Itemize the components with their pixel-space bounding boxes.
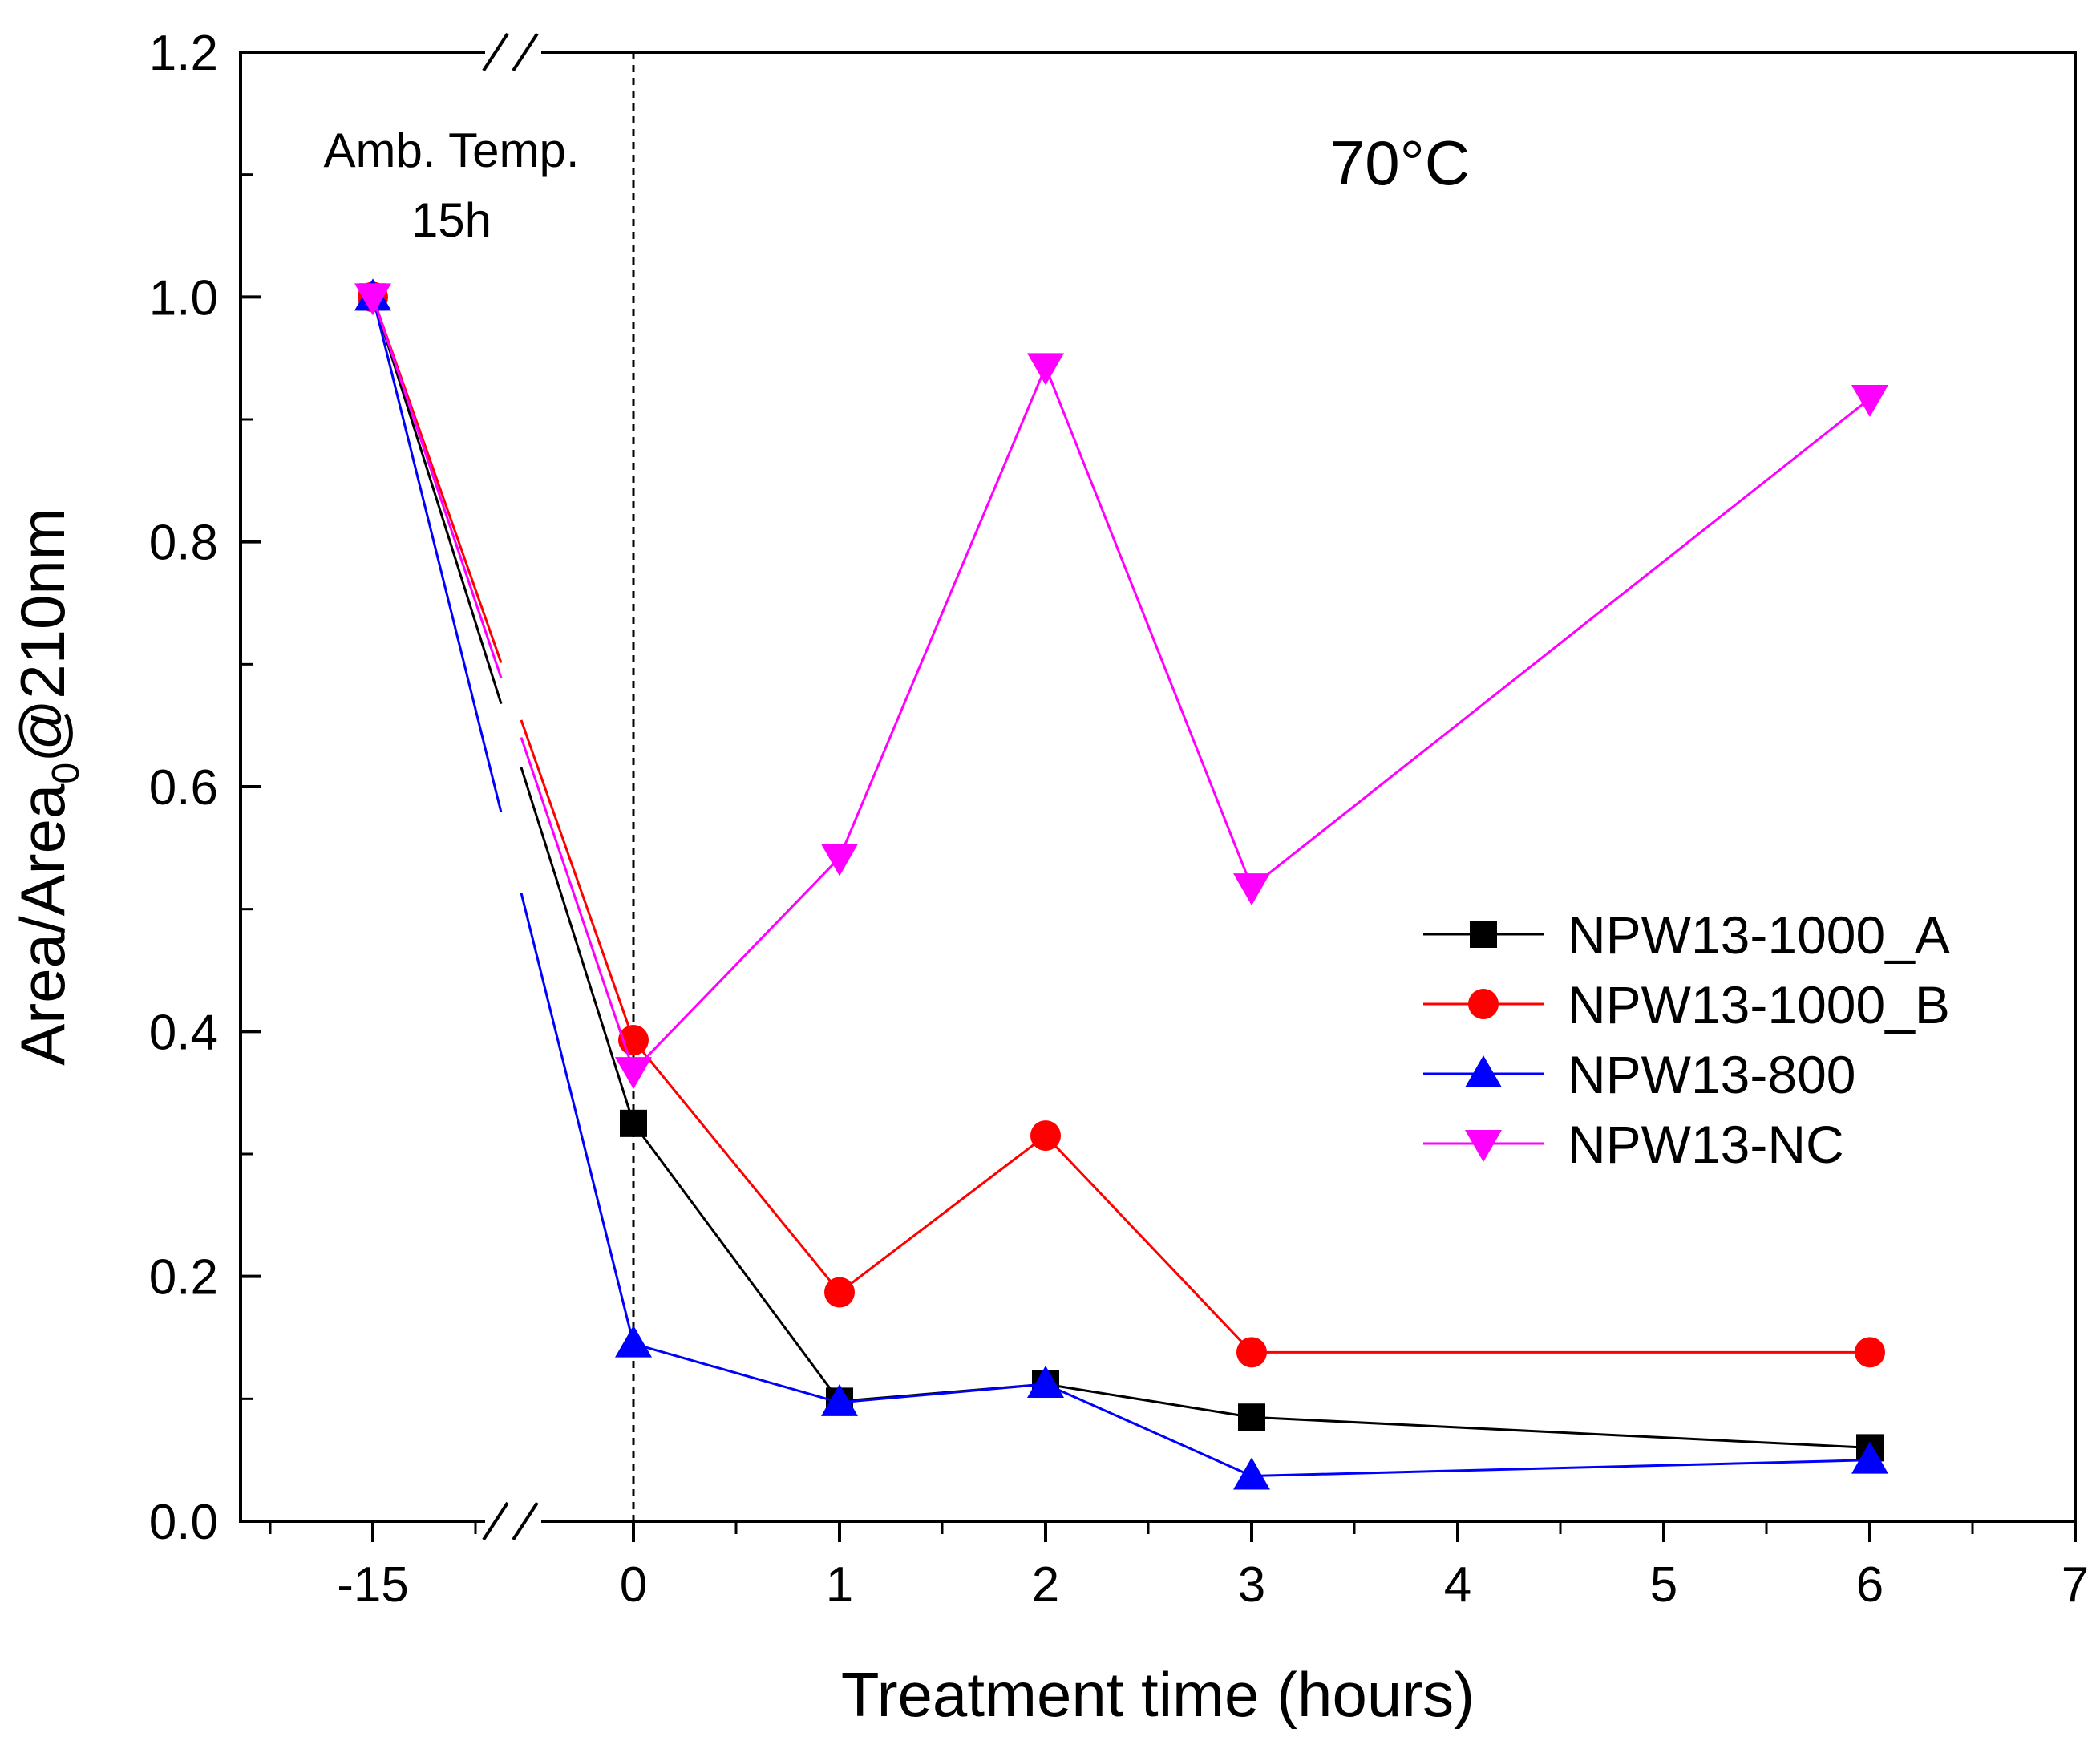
series-line-segment xyxy=(371,296,503,678)
data-point xyxy=(1238,1403,1265,1431)
series-line-segment xyxy=(1251,1459,1871,1478)
data-point xyxy=(1027,1366,1064,1399)
y-tick-label: 1.0 xyxy=(149,270,218,326)
series-line-segment xyxy=(632,856,841,1072)
series-line-segment xyxy=(632,1039,841,1293)
data-point xyxy=(1851,1441,1888,1474)
y-tick-label: 0.0 xyxy=(149,1495,218,1550)
series-line-segment xyxy=(1045,1383,1252,1477)
data-point xyxy=(821,1383,858,1416)
legend-item: NPW13-1000_B xyxy=(1423,975,1950,1034)
series-line-segment xyxy=(371,296,503,705)
data-point xyxy=(824,1277,855,1308)
series-line-segment xyxy=(838,366,1047,859)
y-tick-label: 0.4 xyxy=(149,1005,218,1060)
axis-break-top xyxy=(482,32,541,72)
series-line-segment xyxy=(520,892,635,1344)
data-point xyxy=(354,283,391,316)
legend-marker xyxy=(1465,1055,1502,1087)
series-line-segment xyxy=(632,1122,841,1403)
y-axis-label: Area/Area0@210nm xyxy=(7,508,87,1066)
series-line-segment xyxy=(520,737,635,1071)
series-NPW13-1000_A xyxy=(359,283,1884,1462)
series-line-segment xyxy=(520,767,635,1124)
ambient-annotation-line2: 15h xyxy=(411,193,492,247)
x-axis-label: Treatment time (hours) xyxy=(841,1659,1475,1730)
legend-marker xyxy=(1470,921,1497,948)
ambient-annotation-line1: Amb. Temp. xyxy=(323,123,579,177)
series-NPW13-NC xyxy=(354,283,1888,1090)
data-point xyxy=(1855,1337,1885,1368)
y-tick-label: 1.2 xyxy=(149,26,218,81)
data-point xyxy=(615,1057,652,1090)
series-line-segment xyxy=(1251,1415,1871,1449)
data-point xyxy=(821,844,858,876)
y-tick-label: 0.8 xyxy=(149,516,218,571)
series-NPW13-1000_B xyxy=(358,281,1885,1368)
data-point xyxy=(1027,353,1064,386)
series-line-segment xyxy=(1044,366,1253,888)
series-line-segment xyxy=(371,296,503,813)
y-tick-label: 0.2 xyxy=(149,1250,218,1306)
legend-marker xyxy=(1468,989,1499,1019)
data-point xyxy=(1851,385,1888,418)
x-tick-label: 2 xyxy=(1032,1557,1059,1613)
data-point xyxy=(620,1109,647,1137)
x-tick-label: 1 xyxy=(826,1557,853,1613)
series-line-segment xyxy=(1251,397,1871,889)
axis-break-bottom xyxy=(482,1501,541,1541)
x-tick-label: 7 xyxy=(2062,1557,2089,1613)
series-line-segment xyxy=(1045,1383,1252,1419)
data-point xyxy=(615,1325,652,1358)
series-NPW13-800 xyxy=(354,278,1888,1490)
x-tick-label: -15 xyxy=(337,1557,409,1613)
data-point xyxy=(1030,1120,1061,1152)
x-tick-label: 5 xyxy=(1650,1557,1677,1613)
series-line-segment xyxy=(1044,1135,1253,1354)
legend-label: NPW13-1000_A xyxy=(1568,905,1950,965)
temperature-annotation: 70°C xyxy=(1330,128,1470,198)
legend-item: NPW13-1000_A xyxy=(1423,905,1950,965)
series-line-segment xyxy=(839,1383,1046,1404)
legend-item: NPW13-NC xyxy=(1423,1115,1844,1174)
legend-marker xyxy=(1465,1130,1502,1162)
legend-label: NPW13-1000_B xyxy=(1568,975,1950,1034)
legend-label: NPW13-800 xyxy=(1568,1045,1856,1104)
plot-frame xyxy=(239,51,2077,1523)
data-point xyxy=(1233,1457,1270,1490)
x-tick-label: 4 xyxy=(1444,1557,1471,1613)
data-point xyxy=(1236,1337,1267,1368)
series-line-segment xyxy=(633,1342,840,1404)
legend-label: NPW13-NC xyxy=(1568,1115,1844,1174)
series-line-segment xyxy=(839,1134,1046,1293)
legend-item: NPW13-800 xyxy=(1423,1045,1856,1104)
x-tick-label: 6 xyxy=(1856,1557,1884,1613)
x-tick-label: 3 xyxy=(1238,1557,1265,1613)
legend: NPW13-1000_A NPW13-1000_B NPW13-800 NPW13-N… xyxy=(1423,905,1950,1174)
data-point xyxy=(1233,873,1270,906)
x-tick-label: 0 xyxy=(620,1557,647,1613)
y-tick-label: 0.6 xyxy=(149,760,218,816)
series-line-segment xyxy=(520,719,635,1041)
